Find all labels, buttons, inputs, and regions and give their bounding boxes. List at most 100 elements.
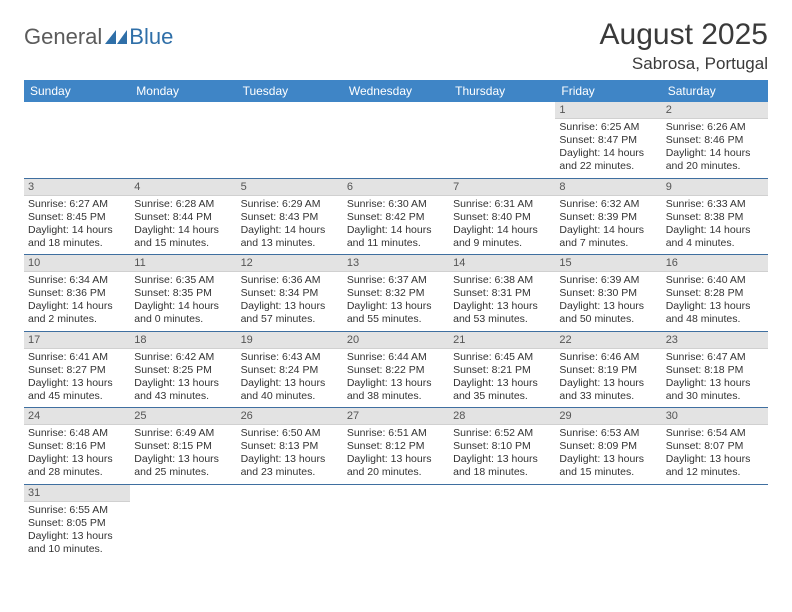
day-number: 27	[343, 408, 449, 425]
day-details: Sunrise: 6:49 AMSunset: 8:15 PMDaylight:…	[130, 425, 236, 484]
sunset-line: Sunset: 8:09 PM	[559, 440, 657, 453]
day-number: 22	[555, 332, 661, 349]
empty-day	[555, 485, 661, 555]
daylight-line: Daylight: 13 hours	[28, 453, 126, 466]
sunset-line: Sunset: 8:46 PM	[666, 134, 764, 147]
empty-day	[130, 102, 236, 172]
sunrise-line: Sunrise: 6:49 AM	[134, 427, 232, 440]
day-details: Sunrise: 6:42 AMSunset: 8:25 PMDaylight:…	[130, 349, 236, 408]
calendar-body: 1Sunrise: 6:25 AMSunset: 8:47 PMDaylight…	[24, 102, 768, 560]
calendar-cell: 12Sunrise: 6:36 AMSunset: 8:34 PMDayligh…	[237, 255, 343, 332]
calendar-row: 17Sunrise: 6:41 AMSunset: 8:27 PMDayligh…	[24, 331, 768, 408]
day-details: Sunrise: 6:41 AMSunset: 8:27 PMDaylight:…	[24, 349, 130, 408]
daylight-line: Daylight: 14 hours	[134, 300, 232, 313]
sunset-line: Sunset: 8:07 PM	[666, 440, 764, 453]
sunset-line: Sunset: 8:36 PM	[28, 287, 126, 300]
calendar-cell: 11Sunrise: 6:35 AMSunset: 8:35 PMDayligh…	[130, 255, 236, 332]
sunset-line: Sunset: 8:24 PM	[241, 364, 339, 377]
calendar-cell: 27Sunrise: 6:51 AMSunset: 8:12 PMDayligh…	[343, 408, 449, 485]
daylight-line: Daylight: 13 hours	[666, 300, 764, 313]
sunset-line: Sunset: 8:19 PM	[559, 364, 657, 377]
calendar-cell: 3Sunrise: 6:27 AMSunset: 8:45 PMDaylight…	[24, 178, 130, 255]
daylight-line: Daylight: 13 hours	[453, 453, 551, 466]
daylight-line: and 23 minutes.	[241, 466, 339, 479]
daylight-line: and 0 minutes.	[134, 313, 232, 326]
daylight-line: and 20 minutes.	[666, 160, 764, 173]
day-details: Sunrise: 6:52 AMSunset: 8:10 PMDaylight:…	[449, 425, 555, 484]
daylight-line: Daylight: 14 hours	[666, 224, 764, 237]
sunset-line: Sunset: 8:31 PM	[453, 287, 551, 300]
sunrise-line: Sunrise: 6:47 AM	[666, 351, 764, 364]
sunrise-line: Sunrise: 6:29 AM	[241, 198, 339, 211]
weekday-friday: Friday	[555, 80, 661, 102]
sunset-line: Sunset: 8:38 PM	[666, 211, 764, 224]
calendar-cell: 18Sunrise: 6:42 AMSunset: 8:25 PMDayligh…	[130, 331, 236, 408]
day-details: Sunrise: 6:37 AMSunset: 8:32 PMDaylight:…	[343, 272, 449, 331]
sunrise-line: Sunrise: 6:28 AM	[134, 198, 232, 211]
day-number: 28	[449, 408, 555, 425]
day-number: 16	[662, 255, 768, 272]
calendar-table: Sunday Monday Tuesday Wednesday Thursday…	[24, 80, 768, 560]
sunset-line: Sunset: 8:18 PM	[666, 364, 764, 377]
daylight-line: and 43 minutes.	[134, 390, 232, 403]
daylight-line: Daylight: 14 hours	[347, 224, 445, 237]
daylight-line: and 45 minutes.	[28, 390, 126, 403]
month-title: August 2025	[600, 18, 768, 52]
calendar-cell: 9Sunrise: 6:33 AMSunset: 8:38 PMDaylight…	[662, 178, 768, 255]
day-details: Sunrise: 6:48 AMSunset: 8:16 PMDaylight:…	[24, 425, 130, 484]
day-details: Sunrise: 6:46 AMSunset: 8:19 PMDaylight:…	[555, 349, 661, 408]
calendar-cell: 31Sunrise: 6:55 AMSunset: 8:05 PMDayligh…	[24, 484, 130, 560]
empty-day	[130, 485, 236, 555]
sail-icon	[105, 30, 127, 44]
calendar-cell: 28Sunrise: 6:52 AMSunset: 8:10 PMDayligh…	[449, 408, 555, 485]
day-details: Sunrise: 6:55 AMSunset: 8:05 PMDaylight:…	[24, 502, 130, 561]
daylight-line: Daylight: 14 hours	[666, 147, 764, 160]
calendar-cell	[24, 102, 130, 178]
sunset-line: Sunset: 8:28 PM	[666, 287, 764, 300]
sunrise-line: Sunrise: 6:26 AM	[666, 121, 764, 134]
weekday-thursday: Thursday	[449, 80, 555, 102]
weekday-sunday: Sunday	[24, 80, 130, 102]
empty-day	[343, 102, 449, 172]
day-details: Sunrise: 6:28 AMSunset: 8:44 PMDaylight:…	[130, 196, 236, 255]
title-block: August 2025 Sabrosa, Portugal	[600, 18, 768, 74]
daylight-line: and 30 minutes.	[666, 390, 764, 403]
daylight-line: and 48 minutes.	[666, 313, 764, 326]
calendar-cell: 20Sunrise: 6:44 AMSunset: 8:22 PMDayligh…	[343, 331, 449, 408]
day-details: Sunrise: 6:38 AMSunset: 8:31 PMDaylight:…	[449, 272, 555, 331]
sunrise-line: Sunrise: 6:46 AM	[559, 351, 657, 364]
day-details: Sunrise: 6:33 AMSunset: 8:38 PMDaylight:…	[662, 196, 768, 255]
daylight-line: and 50 minutes.	[559, 313, 657, 326]
calendar-cell: 30Sunrise: 6:54 AMSunset: 8:07 PMDayligh…	[662, 408, 768, 485]
calendar-cell: 10Sunrise: 6:34 AMSunset: 8:36 PMDayligh…	[24, 255, 130, 332]
calendar-cell: 21Sunrise: 6:45 AMSunset: 8:21 PMDayligh…	[449, 331, 555, 408]
calendar-row: 31Sunrise: 6:55 AMSunset: 8:05 PMDayligh…	[24, 484, 768, 560]
day-details: Sunrise: 6:36 AMSunset: 8:34 PMDaylight:…	[237, 272, 343, 331]
daylight-line: Daylight: 14 hours	[28, 300, 126, 313]
sunrise-line: Sunrise: 6:44 AM	[347, 351, 445, 364]
daylight-line: Daylight: 14 hours	[28, 224, 126, 237]
sunrise-line: Sunrise: 6:32 AM	[559, 198, 657, 211]
daylight-line: Daylight: 13 hours	[241, 453, 339, 466]
daylight-line: Daylight: 13 hours	[134, 377, 232, 390]
sunset-line: Sunset: 8:05 PM	[28, 517, 126, 530]
sunrise-line: Sunrise: 6:48 AM	[28, 427, 126, 440]
calendar-cell: 7Sunrise: 6:31 AMSunset: 8:40 PMDaylight…	[449, 178, 555, 255]
sunset-line: Sunset: 8:47 PM	[559, 134, 657, 147]
calendar-row: 3Sunrise: 6:27 AMSunset: 8:45 PMDaylight…	[24, 178, 768, 255]
daylight-line: and 33 minutes.	[559, 390, 657, 403]
empty-day	[343, 485, 449, 555]
calendar-cell: 8Sunrise: 6:32 AMSunset: 8:39 PMDaylight…	[555, 178, 661, 255]
daylight-line: and 12 minutes.	[666, 466, 764, 479]
daylight-line: Daylight: 14 hours	[241, 224, 339, 237]
day-number: 1	[555, 102, 661, 119]
calendar-cell: 19Sunrise: 6:43 AMSunset: 8:24 PMDayligh…	[237, 331, 343, 408]
daylight-line: and 4 minutes.	[666, 237, 764, 250]
day-details: Sunrise: 6:31 AMSunset: 8:40 PMDaylight:…	[449, 196, 555, 255]
sunrise-line: Sunrise: 6:52 AM	[453, 427, 551, 440]
daylight-line: and 53 minutes.	[453, 313, 551, 326]
daylight-line: and 38 minutes.	[347, 390, 445, 403]
daylight-line: and 18 minutes.	[28, 237, 126, 250]
sunrise-line: Sunrise: 6:55 AM	[28, 504, 126, 517]
location: Sabrosa, Portugal	[600, 54, 768, 74]
